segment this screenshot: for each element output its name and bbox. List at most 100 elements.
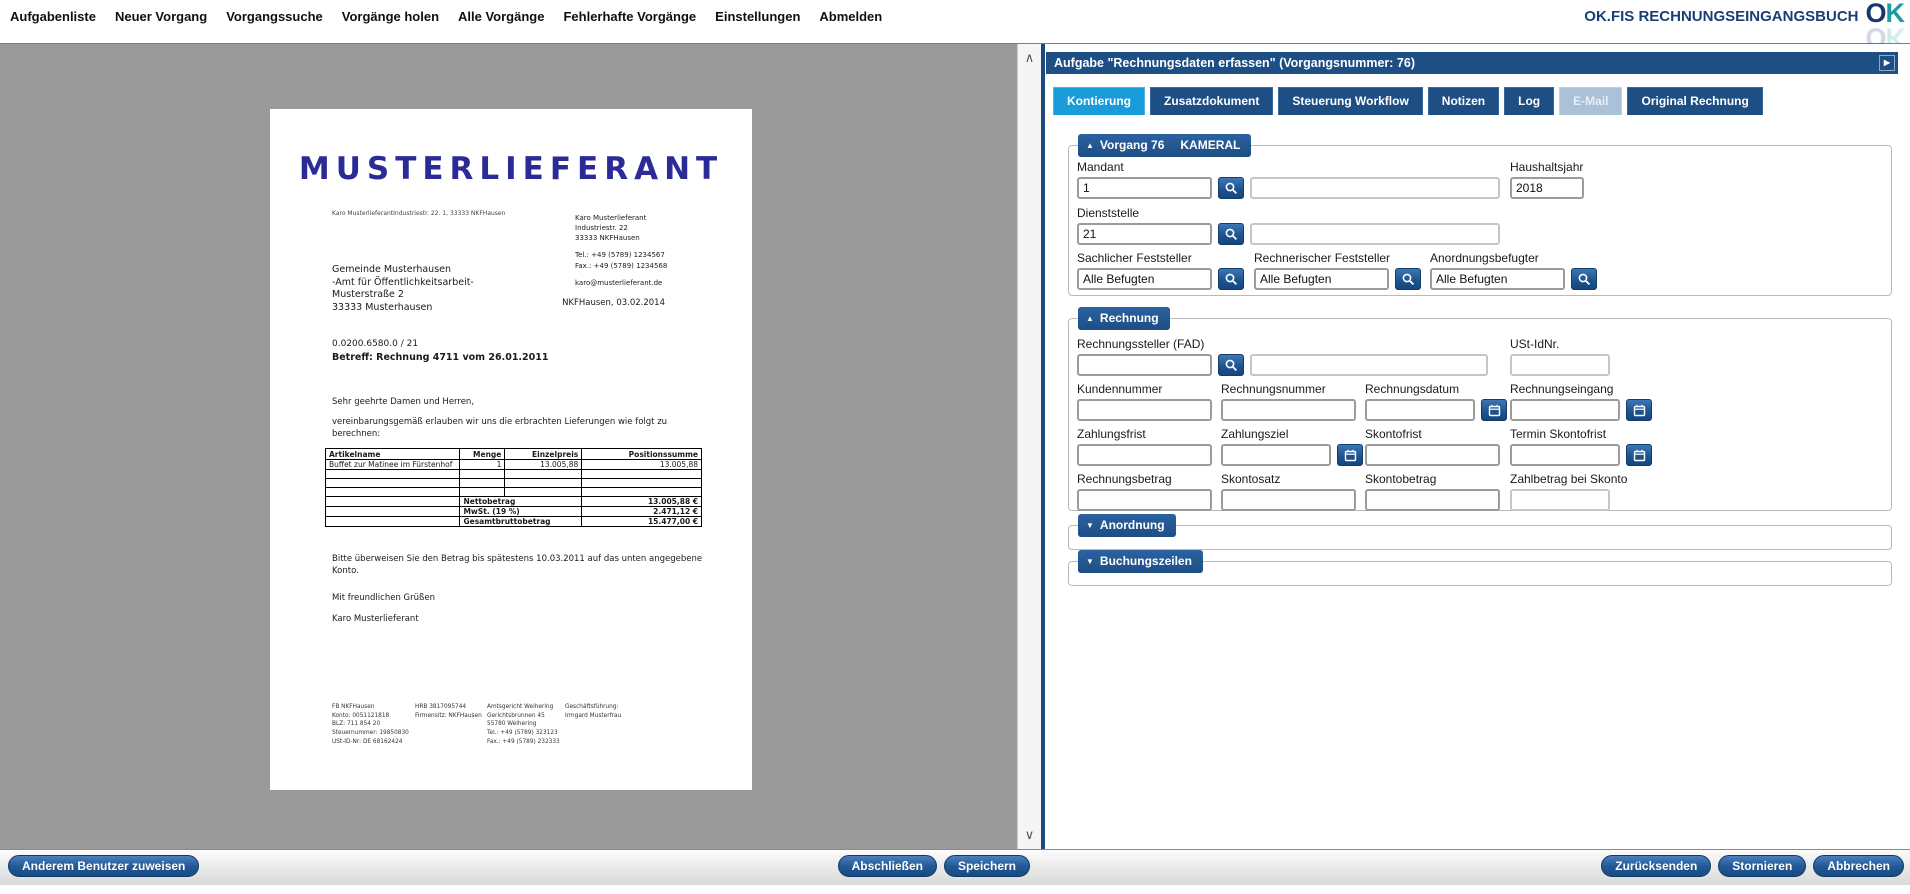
tab-steuerung-workflow[interactable]: Steuerung Workflow — [1278, 87, 1423, 115]
sachlicher-feststeller-input[interactable] — [1077, 268, 1212, 290]
field-sachlicher-feststeller: Sachlicher Feststeller — [1077, 251, 1244, 290]
rechnerischer-feststeller-input[interactable] — [1254, 268, 1389, 290]
invoice-recipient: Gemeinde Musterhausen -Amt für Öffentlic… — [332, 264, 474, 313]
document-scrollbar[interactable]: ∧ ∨ — [1017, 44, 1041, 849]
menu-item-fehlerhafte-vorgaenge[interactable]: Fehlerhafte Vorgänge — [563, 9, 697, 24]
field-anordnungsbefugter: Anordnungsbefugter — [1430, 251, 1597, 290]
mandant-search-button[interactable] — [1218, 177, 1244, 199]
field-zahlungsfrist: Zahlungsfrist — [1077, 427, 1212, 466]
field-termin-skontofrist: Termin Skontofrist — [1510, 427, 1652, 466]
dienststelle-search-button[interactable] — [1218, 223, 1244, 245]
invoice-body-text: vereinbarungsgemäß erlauben wir uns die … — [332, 417, 668, 439]
panel-title: Aufgabe "Rechnungsdaten erfassen" (Vorga… — [1054, 56, 1415, 70]
ustid-input[interactable] — [1510, 354, 1610, 376]
field-kundennummer: Kundennummer — [1077, 382, 1212, 421]
ok-logo: OK OK — [1865, 0, 1904, 53]
assign-user-button[interactable]: Anderem Benutzer zuweisen — [8, 855, 200, 877]
send-back-button[interactable]: Zurücksenden — [1601, 855, 1712, 877]
panel-expand-icon: ▶ — [1883, 58, 1891, 67]
rechnungsbetrag-input[interactable] — [1077, 489, 1212, 511]
main-area: MUSTERLIEFERANT Karo MusterlieferantIndu… — [0, 44, 1910, 849]
save-button[interactable]: Speichern — [943, 855, 1030, 877]
haushaltsjahr-input[interactable] — [1510, 177, 1584, 199]
zahlungsziel-calendar-button[interactable] — [1337, 444, 1363, 466]
rechnungsnummer-input[interactable] — [1221, 399, 1356, 421]
skontofrist-input[interactable] — [1365, 444, 1500, 466]
rechnungsdatum-calendar-button[interactable] — [1481, 399, 1507, 421]
rechnungsdatum-input[interactable] — [1365, 399, 1475, 421]
field-zahlungsziel: Zahlungsziel — [1221, 427, 1363, 466]
menu-item-vorgangssuche[interactable]: Vorgangssuche — [226, 9, 323, 24]
anordnungsbefugter-input[interactable] — [1430, 268, 1565, 290]
search-icon — [1225, 273, 1238, 286]
field-rechnungsbetrag: Rechnungsbetrag — [1077, 472, 1212, 511]
calendar-icon — [1633, 404, 1645, 416]
tab-zusatzdokument[interactable]: Zusatzdokument — [1150, 87, 1274, 115]
termin-skontofrist-input[interactable] — [1510, 444, 1620, 466]
menu-item-abmelden[interactable]: Abmelden — [819, 9, 883, 24]
section-buchungszeilen-header[interactable]: ▼ Buchungszeilen — [1078, 550, 1203, 573]
mandant-input[interactable] — [1077, 177, 1212, 199]
tab-original-rechnung[interactable]: Original Rechnung — [1627, 87, 1763, 115]
calendar-icon — [1633, 449, 1645, 461]
menu-item-vorgaenge-holen[interactable]: Vorgänge holen — [341, 9, 440, 24]
dienststelle-input[interactable] — [1077, 223, 1212, 245]
rechnungseingang-calendar-button[interactable] — [1626, 399, 1652, 421]
section-rechnung: ▲ Rechnung Rechnungssteller (FAD) USt-IdN… — [1068, 307, 1892, 511]
kundennummer-input[interactable] — [1077, 399, 1212, 421]
section-anordnung-header[interactable]: ▼ Anordnung — [1078, 514, 1176, 537]
scroll-down-icon[interactable]: ∨ — [1024, 827, 1035, 842]
invoice-subject: Betreff: Rechnung 4711 vom 26.01.2011 — [332, 352, 549, 363]
calendar-icon — [1344, 449, 1356, 461]
search-icon — [1225, 359, 1238, 372]
table-row-empty — [324, 487, 702, 497]
menu-item-alle-vorgaenge[interactable]: Alle Vorgänge — [458, 9, 545, 24]
panel-divider — [1041, 44, 1045, 849]
rechnungseingang-input[interactable] — [1510, 399, 1620, 421]
invoice-letterhead: MUSTERLIEFERANT — [298, 151, 724, 187]
section-vorgang-header[interactable]: ▲ Vorgang 76 KAMERAL — [1078, 134, 1252, 157]
scroll-up-icon[interactable]: ∧ — [1024, 50, 1035, 65]
skontobetrag-input[interactable] — [1365, 489, 1500, 511]
field-rechnungsnummer: Rechnungsnummer — [1221, 382, 1356, 421]
cancel-process-button[interactable]: Stornieren — [1718, 855, 1807, 877]
invoice-reference: 0.0200.6580.0 / 21 — [332, 339, 419, 349]
invoice-city-date: NKFHausen, 03.02.2014 — [562, 298, 665, 308]
section-anordnung: ▼ Anordnung — [1068, 514, 1892, 550]
abort-button[interactable]: Abbrechen — [1813, 855, 1904, 877]
tab-notizen[interactable]: Notizen — [1427, 87, 1500, 115]
rechnungssteller-search-button[interactable] — [1218, 354, 1244, 376]
invoice-closing: Mit freundlichen Grüßen — [332, 593, 435, 603]
sachlicher-feststeller-search-button[interactable] — [1218, 268, 1244, 290]
field-rechnungseingang: Rechnungseingang — [1510, 382, 1652, 421]
panel-expand-button[interactable]: ▶ — [1879, 55, 1895, 71]
menu-item-einstellungen[interactable]: Einstellungen — [715, 9, 801, 24]
zahlungsfrist-input[interactable] — [1077, 444, 1212, 466]
termin-skontofrist-calendar-button[interactable] — [1626, 444, 1652, 466]
field-skontobetrag: Skontobetrag — [1365, 472, 1500, 511]
field-rechnungsdatum: Rechnungsdatum — [1365, 382, 1507, 421]
tab-kontierung[interactable]: Kontierung — [1053, 87, 1145, 115]
task-panel: Aufgabe "Rechnungsdaten erfassen" (Vorga… — [1045, 44, 1910, 849]
search-icon — [1402, 273, 1415, 286]
table-summary-netto: Nettobetrag 13.005,88 € — [324, 496, 702, 507]
skontosatz-input[interactable] — [1221, 489, 1356, 511]
zahlungsziel-input[interactable] — [1221, 444, 1331, 466]
table-row: Buffet zur Matinee im Fürstenhof 1 13.00… — [324, 459, 702, 470]
rechnungssteller-description-field — [1250, 354, 1488, 376]
table-header-row: Artikelname Menge Einzelpreis Positionss… — [324, 448, 702, 460]
field-skontosatz: Skontosatz — [1221, 472, 1356, 511]
complete-button[interactable]: Abschließen — [837, 855, 937, 877]
brand-title: OK.FIS RECHNUNGSEINGANGSBUCH — [1584, 8, 1859, 25]
menu-item-aufgabenliste[interactable]: Aufgabenliste — [10, 9, 96, 24]
table-summary-brutto: Gesamtbruttobetrag 15.477,00 € — [324, 516, 702, 527]
tab-log[interactable]: Log — [1504, 87, 1555, 115]
rechnungssteller-input[interactable] — [1077, 354, 1212, 376]
anordnungsbefugter-search-button[interactable] — [1571, 268, 1597, 290]
field-ustid: USt-IdNr. — [1510, 337, 1610, 376]
menu-item-neuer-vorgang[interactable]: Neuer Vorgang — [114, 9, 208, 24]
section-rechnung-header[interactable]: ▲ Rechnung — [1078, 307, 1170, 330]
rechnerischer-feststeller-search-button[interactable] — [1395, 268, 1421, 290]
bottom-action-bar: Anderem Benutzer zuweisen Abschließen Sp… — [0, 849, 1910, 885]
table-summary-mwst: MwSt. (19 %) 2.471,12 € — [324, 506, 702, 517]
